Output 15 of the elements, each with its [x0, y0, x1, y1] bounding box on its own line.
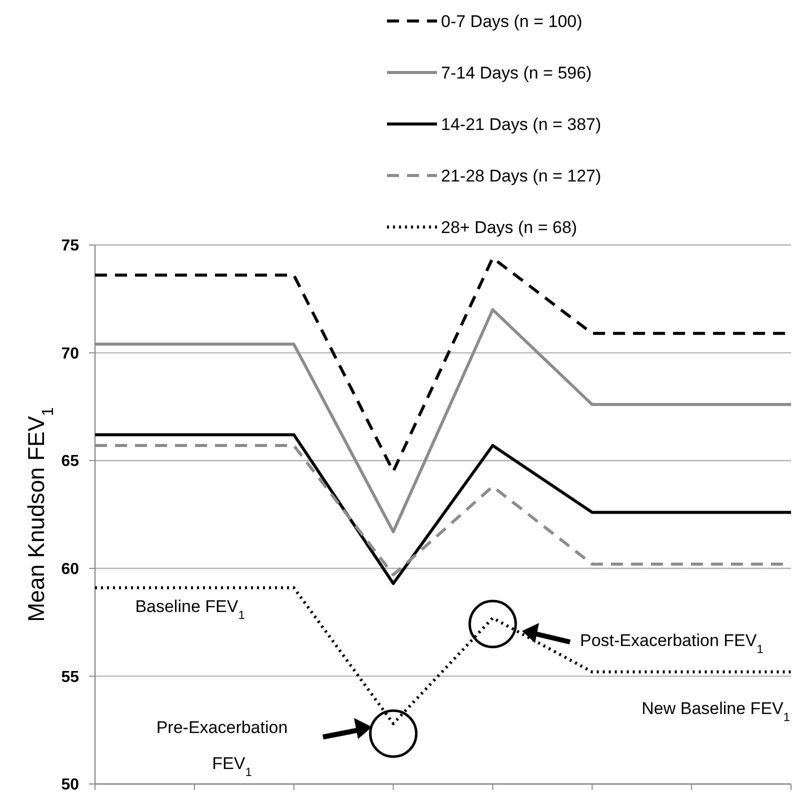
y-tick-label: 50 [61, 776, 80, 794]
legend-label: 7-14 Days (n = 596) [441, 63, 592, 82]
y-tick-label: 60 [61, 561, 80, 578]
annotation: New Baseline FEV$_{1}$ [642, 699, 790, 724]
legend-label: 14-21 Days (n = 387) [441, 114, 602, 134]
annotation: Pre-Exacerbation FEV$_{1}$ [156, 718, 288, 779]
legend-label: 21-28 Days (n = 127) [441, 166, 602, 186]
legend-label: 0-7 Days (n = 100) [441, 12, 582, 31]
y-tick-label: 55 [61, 668, 80, 686]
y-tick-label: 70 [61, 345, 80, 362]
y-tick-label: 75 [61, 238, 80, 255]
legend-label: 28+ Days (n = 68) [441, 218, 578, 237]
y-tick-label: 65 [61, 453, 80, 470]
annotation: Baseline FEV$_{1}$ [135, 597, 246, 622]
annotation: Post-Exacerbation FEV$_{1}$ [580, 631, 764, 656]
